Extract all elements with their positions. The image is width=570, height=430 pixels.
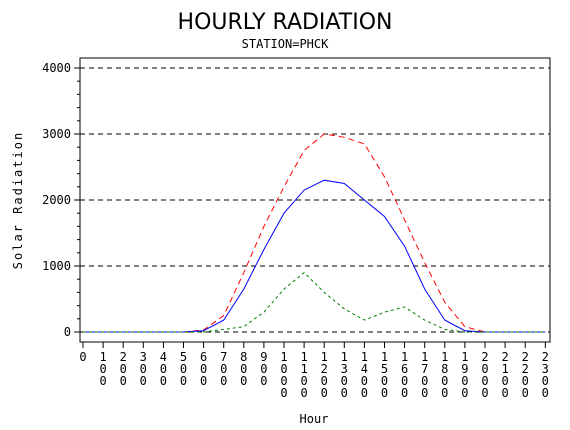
y-tick-label: 0 <box>64 325 71 339</box>
x-axis-label: Hour <box>300 412 329 426</box>
y-tick-label: 3000 <box>42 127 71 141</box>
chart-title: HOURLY RADIATION <box>178 10 393 35</box>
y-tick-label: 2000 <box>42 193 71 207</box>
gridlines <box>80 67 550 333</box>
y-tick-label: 1000 <box>42 259 71 273</box>
x-axis: 0 1 0 0 2 0 0 3 0 0 4 0 0 5 0 0 6 0 0 7 0 0 8 0 0 9 0 0 1 0 0 0 1 1 0 0 1 2 0 0… <box>79 342 549 400</box>
x-tick-label: 0 <box>79 350 86 364</box>
y-tick-label: 4000 <box>42 61 71 75</box>
y-axis-label: Solar Radiation <box>11 131 25 269</box>
y-axis: 0 1000 2000 3000 4000 <box>42 61 80 339</box>
series-line-3 <box>83 271 546 333</box>
series-line-2 <box>83 179 546 333</box>
data-series <box>83 133 546 333</box>
chart-subtitle: STATION=PHCK <box>242 37 329 51</box>
series-line-1 <box>83 133 546 333</box>
